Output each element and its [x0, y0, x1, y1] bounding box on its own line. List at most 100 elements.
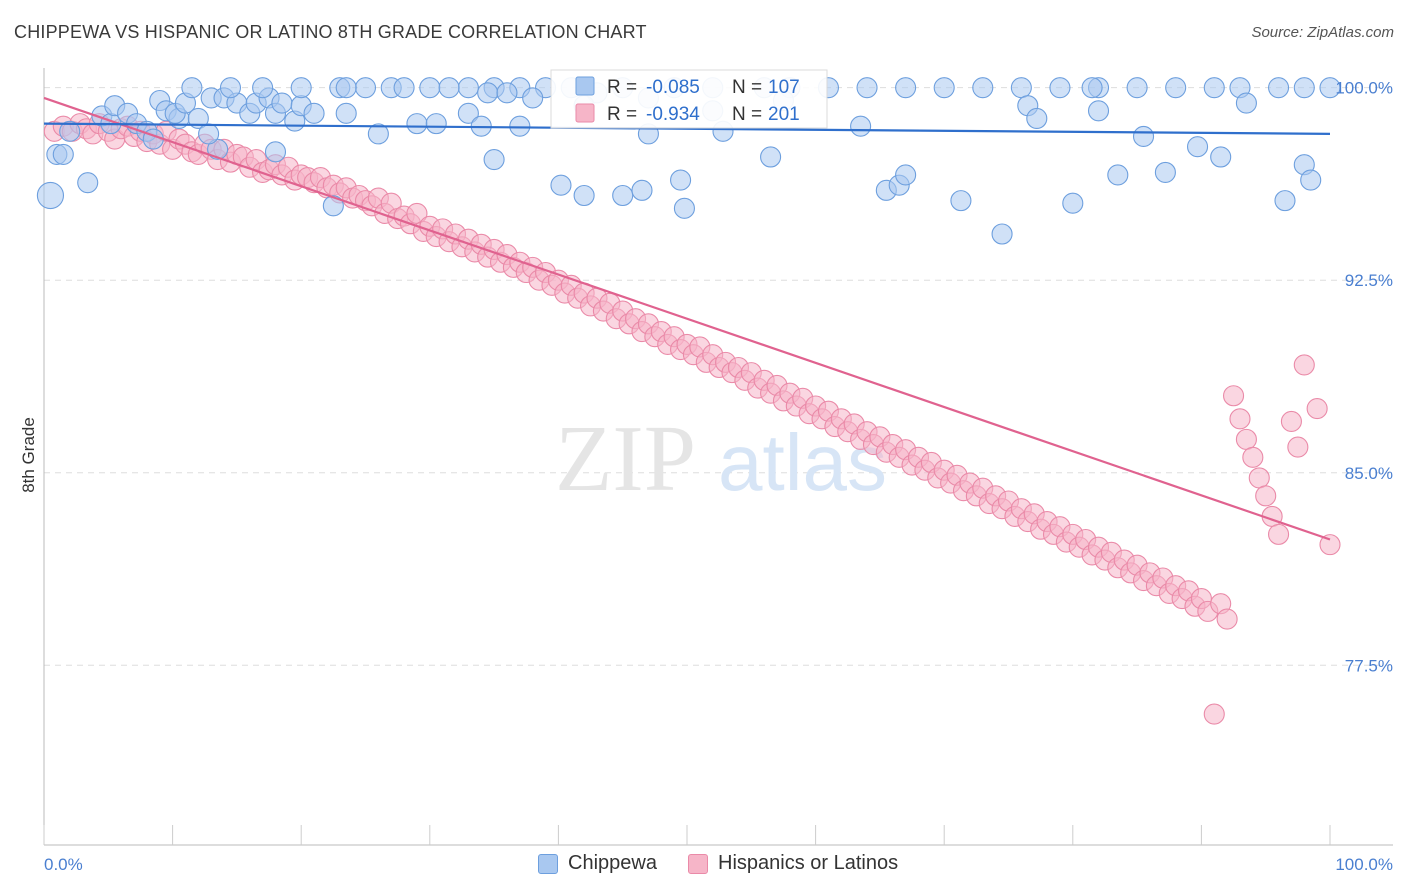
chippewa-point: [1107, 164, 1129, 186]
hispanic-point: [1319, 534, 1341, 556]
legend-swatch-hispanic: [688, 853, 708, 874]
chippewa-point: [895, 164, 917, 186]
legend-label-chippewa: Chippewa: [568, 852, 657, 874]
chart-title: CHIPPEWA VS HISPANIC OR LATINO 8TH GRADE…: [14, 22, 647, 42]
watermark-zip: ZIP: [555, 407, 696, 511]
y-tick-label: 92.5%: [1345, 271, 1393, 290]
y-tick-label: 85.0%: [1345, 464, 1393, 483]
chippewa-point: [1319, 77, 1341, 99]
chippewa-point: [483, 149, 505, 171]
chippewa-point: [354, 77, 377, 99]
chippewa-point: [271, 92, 293, 114]
chippewa-point: [419, 77, 441, 99]
stats-r-value-2: -0.934: [646, 104, 700, 125]
hispanic-point: [1235, 428, 1257, 450]
chippewa-point: [856, 77, 878, 99]
chippewa-point: [991, 223, 1013, 245]
chippewa-point: [264, 141, 287, 163]
legend-item-chippewa[interactable]: Chippewa: [538, 852, 657, 875]
chippewa-point: [1186, 136, 1209, 158]
chippewa-point: [670, 169, 692, 191]
chippewa-point: [406, 113, 428, 135]
chippewa-point: [933, 77, 955, 99]
stats-r-label-1: R =: [607, 77, 637, 98]
legend-item-hispanic[interactable]: Hispanics or Latinos: [688, 852, 898, 875]
chippewa-point: [972, 77, 994, 99]
hispanic-point: [1268, 523, 1290, 545]
hispanic-point: [1248, 467, 1270, 489]
hispanic-point: [1242, 446, 1264, 468]
stats-swatch-chippewa: [575, 76, 595, 96]
chippewa-point: [393, 77, 415, 99]
tick-labels: 100.0% 92.5% 85.0% 77.5% 0.0% 100.0%: [44, 79, 1393, 874]
hispanic-trend-line: [43, 96, 1331, 541]
hispanic-point: [1280, 410, 1302, 432]
chippewa-point: [322, 195, 344, 217]
hispanic-point: [1255, 485, 1277, 507]
chippewa-point: [1210, 146, 1232, 168]
chippewa-point: [1081, 77, 1103, 99]
chippewa-point: [1049, 77, 1071, 99]
chippewa-point: [1132, 125, 1155, 147]
chippewa-point: [181, 77, 203, 99]
chippewa-point: [438, 77, 460, 99]
stats-legend-box: R = -0.085 N = 107 R = -0.934 N = 201: [550, 69, 828, 129]
hispanic-point: [1293, 354, 1315, 376]
chippewa-point: [1026, 107, 1048, 130]
chippewa-point: [187, 107, 209, 130]
chippewa-point: [631, 179, 653, 201]
chippewa-point: [1300, 169, 1322, 191]
chippewa-point: [477, 82, 499, 104]
chippewa-point: [1010, 77, 1032, 99]
stats-n-value-1: 107: [768, 77, 800, 98]
chippewa-point: [36, 181, 65, 210]
chippewa-point: [950, 190, 972, 212]
chippewa-point: [77, 172, 99, 194]
stats-n-label-2: N =: [732, 104, 762, 125]
hispanic-point: [1203, 703, 1225, 725]
chippewa-point: [59, 120, 81, 142]
x-tick-label: 100.0%: [1335, 855, 1393, 874]
hispanic-point: [1306, 398, 1328, 420]
legend-label-hispanic: Hispanics or Latinos: [718, 852, 899, 874]
chippewa-point: [335, 102, 357, 124]
chippewa-point: [1203, 77, 1225, 99]
chippewa-point: [1293, 77, 1315, 99]
series-chippewa-points: [36, 77, 1341, 245]
chippewa-point: [457, 102, 479, 124]
chippewa-point: [1165, 77, 1187, 99]
chippewa-point: [52, 143, 74, 165]
hispanic-point: [1287, 436, 1309, 458]
chippewa-point: [895, 77, 917, 99]
chippewa-point: [550, 174, 572, 196]
chippewa-point: [252, 77, 274, 99]
chippewa-point: [573, 184, 595, 207]
chippewa-point: [673, 197, 695, 219]
y-axis-label: 8th Grade: [19, 417, 38, 493]
x-tick-label: 0.0%: [44, 855, 83, 874]
chippewa-point: [1235, 92, 1257, 114]
legend-swatch-chippewa: [538, 853, 558, 874]
stats-r-value-1: -0.085: [646, 77, 700, 98]
chippewa-point: [1062, 192, 1084, 214]
chippewa-point: [425, 113, 447, 135]
chippewa-point: [290, 77, 312, 99]
chippewa-point: [1087, 100, 1110, 122]
series-hispanic-points: [43, 113, 1341, 725]
chippewa-point: [1268, 77, 1290, 99]
trend-lines: [43, 96, 1331, 541]
stats-swatch-hispanic: [575, 103, 595, 123]
chippewa-point: [760, 146, 782, 168]
y-tick-label: 100.0%: [1335, 79, 1393, 98]
chippewa-point: [367, 123, 389, 145]
chippewa-point: [509, 115, 531, 137]
stats-r-label-2: R =: [607, 104, 637, 125]
stats-n-value-2: 201: [768, 104, 800, 125]
hispanic-point: [1223, 385, 1245, 407]
chippewa-point: [612, 184, 634, 207]
chippewa-point: [303, 102, 325, 124]
chippewa-point: [219, 77, 242, 99]
chippewa-point: [198, 123, 220, 145]
chippewa-point: [496, 82, 518, 104]
chippewa-point: [1126, 77, 1148, 99]
